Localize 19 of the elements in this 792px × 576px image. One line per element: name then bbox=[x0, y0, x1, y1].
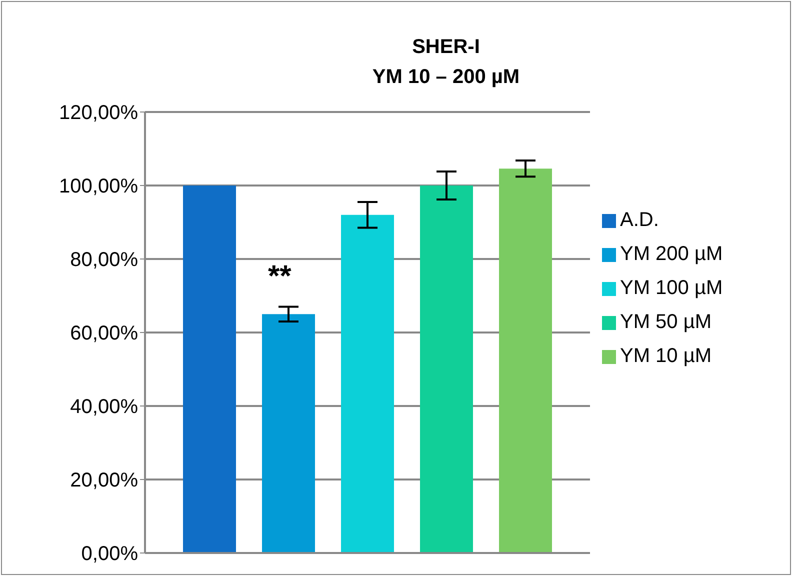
y-tick-label: 20,00% bbox=[70, 470, 138, 492]
y-tick-label: 100,00% bbox=[59, 176, 138, 198]
bar bbox=[262, 314, 315, 553]
legend-label: YM 10 µM bbox=[620, 345, 712, 367]
y-tick-label: 0,00% bbox=[81, 543, 138, 566]
bar bbox=[420, 186, 473, 553]
legend-label: YM 100 µM bbox=[620, 277, 723, 299]
bar bbox=[183, 186, 236, 553]
annotation: ** bbox=[268, 260, 292, 294]
legend-label: YM 200 µM bbox=[620, 243, 723, 265]
y-tick-label: 40,00% bbox=[70, 396, 138, 418]
bar bbox=[341, 214, 394, 553]
chart-title: SHER-I YM 10 – 200 µM bbox=[371, 35, 521, 90]
legend-label: A.D. bbox=[620, 209, 659, 231]
y-tick-label: 60,00% bbox=[70, 322, 138, 345]
y-tick-label: 80,00% bbox=[70, 249, 138, 272]
y-tick-label: 120,00% bbox=[59, 102, 138, 124]
bar bbox=[499, 168, 552, 553]
legend-label: YM 50 µM bbox=[620, 311, 712, 333]
